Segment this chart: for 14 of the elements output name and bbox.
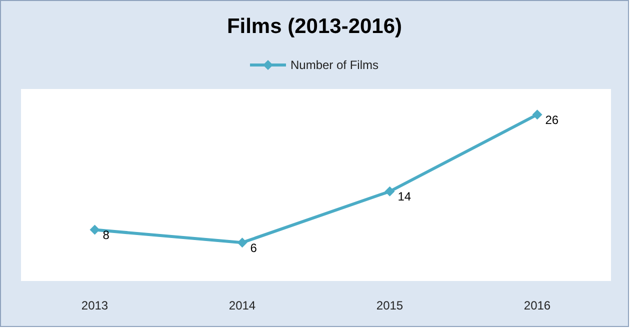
data-label: 26	[545, 112, 559, 127]
point	[532, 110, 542, 120]
x-tick-label: 2013	[81, 298, 108, 313]
point	[384, 186, 395, 196]
point	[90, 224, 100, 235]
point	[237, 238, 248, 248]
legend-label: Number of Films	[289, 58, 378, 72]
data-label: 6	[250, 240, 258, 255]
x-tick-label: 2016	[524, 298, 551, 313]
data-label: 8	[102, 228, 110, 242]
data-label: 14	[398, 190, 412, 204]
chart-title: Films (2013-2016)	[226, 15, 404, 39]
x-tick-label: 2014	[228, 298, 256, 313]
x-tick-label: 2015	[376, 298, 404, 313]
